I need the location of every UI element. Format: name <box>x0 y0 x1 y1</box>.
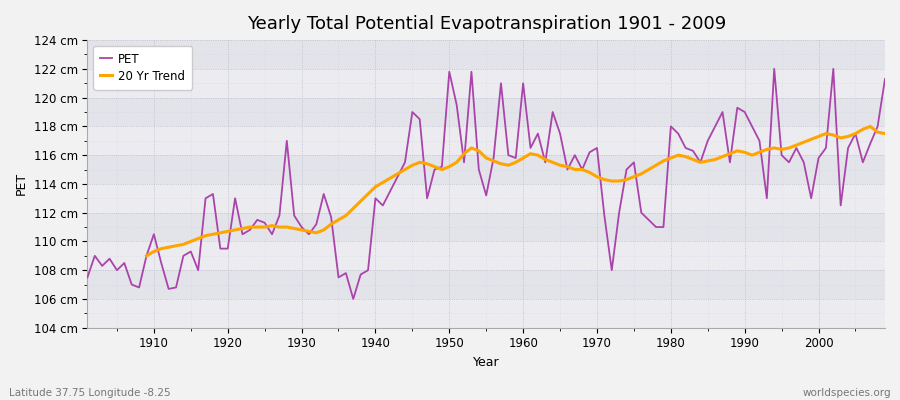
20 Yr Trend <box>695 160 706 165</box>
20 Yr Trend <box>658 158 669 163</box>
PET <box>614 210 625 215</box>
Line: 20 Yr Trend: 20 Yr Trend <box>147 126 885 256</box>
PET <box>879 76 890 81</box>
Y-axis label: PET: PET <box>15 172 28 196</box>
20 Yr Trend <box>481 156 491 160</box>
PET <box>518 81 528 86</box>
20 Yr Trend <box>879 131 890 136</box>
PET <box>303 232 314 237</box>
20 Yr Trend <box>193 236 203 241</box>
PET <box>141 254 152 258</box>
Bar <box>87 184 885 213</box>
PET <box>82 275 93 280</box>
20 Yr Trend <box>865 124 876 129</box>
Text: worldspecies.org: worldspecies.org <box>803 388 891 398</box>
Bar <box>87 98 885 126</box>
X-axis label: Year: Year <box>472 356 500 369</box>
Bar <box>87 155 885 184</box>
Bar <box>87 270 885 299</box>
PET <box>525 146 535 150</box>
Line: PET: PET <box>87 69 885 299</box>
Bar <box>87 213 885 242</box>
20 Yr Trend <box>141 254 152 258</box>
Title: Yearly Total Potential Evapotranspiration 1901 - 2009: Yearly Total Potential Evapotranspiratio… <box>247 15 725 33</box>
Bar <box>87 242 885 270</box>
PET <box>769 66 779 71</box>
Bar <box>87 69 885 98</box>
PET <box>356 272 366 277</box>
20 Yr Trend <box>326 222 337 226</box>
PET <box>348 296 359 301</box>
20 Yr Trend <box>584 170 595 175</box>
Bar <box>87 40 885 69</box>
Text: Latitude 37.75 Longitude -8.25: Latitude 37.75 Longitude -8.25 <box>9 388 171 398</box>
Legend: PET, 20 Yr Trend: PET, 20 Yr Trend <box>94 46 193 90</box>
Bar <box>87 299 885 328</box>
Bar <box>87 126 885 155</box>
